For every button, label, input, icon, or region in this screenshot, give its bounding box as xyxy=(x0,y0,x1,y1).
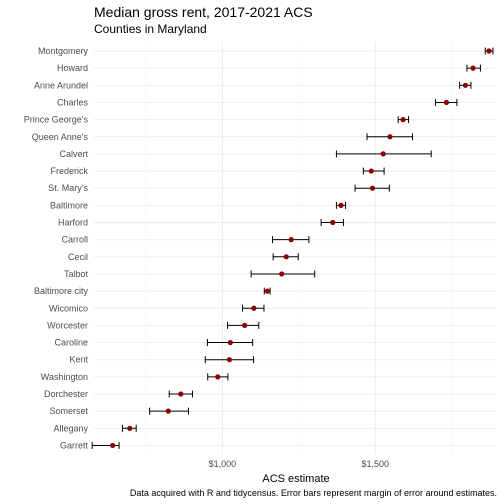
data-point xyxy=(227,339,233,346)
y-tick-label: Garrett xyxy=(60,440,89,450)
y-tick-label: Worcester xyxy=(47,320,88,330)
data-point xyxy=(368,168,374,174)
data-point xyxy=(380,151,386,157)
y-tick-label: Howard xyxy=(57,63,88,73)
y-tick-label: Baltimore city xyxy=(34,286,89,296)
x-tick-label: $1,500 xyxy=(361,459,389,469)
data-point xyxy=(215,374,221,380)
chart-caption: Data acquired with R and tidycensus. Err… xyxy=(130,488,497,498)
data-point xyxy=(127,425,133,431)
data-point xyxy=(226,357,233,363)
data-point xyxy=(264,288,270,294)
data-point xyxy=(330,219,336,226)
chart-title: Median gross rent, 2017-2021 ACS xyxy=(94,4,313,20)
data-point xyxy=(283,254,289,260)
data-point xyxy=(462,82,469,88)
y-tick-label: Caroline xyxy=(54,338,88,348)
data-point xyxy=(443,99,450,106)
y-tick-label: Washington xyxy=(41,372,88,382)
x-tick-label: $1,000 xyxy=(209,459,237,469)
y-tick-label: Carroll xyxy=(61,235,88,245)
y-tick-label: Allegany xyxy=(53,423,88,433)
y-tick-label: Kent xyxy=(69,355,88,365)
y-tick-label: Baltimore xyxy=(50,200,88,210)
y-tick-label: Harford xyxy=(58,218,88,228)
x-axis-title: ACS estimate xyxy=(262,473,329,485)
y-tick-label: Calvert xyxy=(59,149,88,159)
y-tick-label: Montgomery xyxy=(38,46,89,56)
chart-subtitle: Counties in Maryland xyxy=(94,22,207,36)
data-point xyxy=(369,185,376,191)
data-point xyxy=(110,442,116,449)
y-tick-label: Wicomico xyxy=(49,303,88,313)
data-point xyxy=(400,117,406,123)
data-point xyxy=(242,322,248,328)
data-point xyxy=(279,271,285,277)
y-tick-label: Frederick xyxy=(50,166,88,176)
data-point xyxy=(486,48,492,54)
data-point xyxy=(338,202,344,208)
y-tick-label: Prince George's xyxy=(24,115,89,125)
y-tick-label: Talbot xyxy=(64,269,89,279)
data-point xyxy=(387,134,393,140)
data-point xyxy=(178,391,184,397)
plot-panel: $1,000 $1,500 Montgomery Howard Anne Arundel… xyxy=(24,42,496,469)
y-tick-label: Queen Anne's xyxy=(32,132,89,142)
data-point xyxy=(470,65,476,71)
y-tick-label: Charles xyxy=(57,97,89,107)
y-tick-label: Somerset xyxy=(49,406,88,416)
data-point xyxy=(288,237,294,243)
y-tick-label: St. Mary's xyxy=(48,183,88,193)
data-point xyxy=(165,408,171,414)
data-point xyxy=(251,305,257,311)
y-tick-label: Cecil xyxy=(68,252,88,262)
y-tick-label: Anne Arundel xyxy=(34,80,88,90)
y-tick-label: Dorchester xyxy=(44,389,88,399)
